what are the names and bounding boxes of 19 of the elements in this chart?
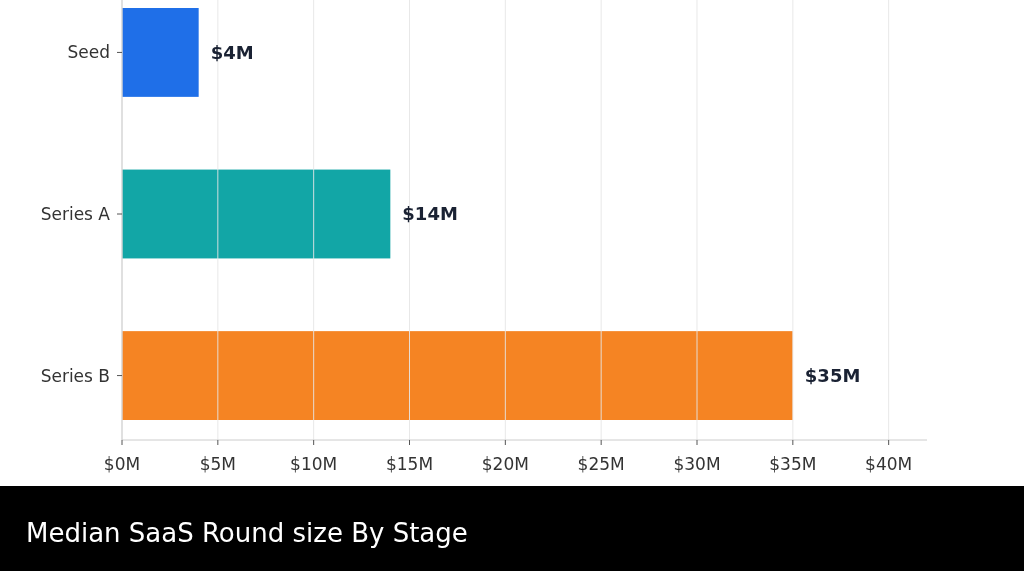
x-tick-label: $15M	[385, 454, 434, 474]
text: Median SaaS Round size By Stage	[26, 518, 468, 549]
data-label: $35M	[804, 364, 861, 386]
x-tick-label: $5M	[199, 454, 236, 474]
bar	[122, 8, 199, 97]
x-tick-label: $35M	[769, 454, 817, 474]
x-tick-label: $30M	[673, 454, 721, 474]
bar	[122, 169, 391, 259]
data-label: $4M	[210, 41, 254, 63]
x-tick-label: $25M	[577, 454, 625, 474]
bar	[122, 331, 793, 420]
y-tick-label: Seed	[67, 42, 110, 63]
x-tick-label: $10M	[290, 454, 338, 474]
x-tick-label: $20M	[481, 454, 529, 474]
y-tick-label: Series B	[40, 365, 110, 386]
x-tick-label: $40M	[865, 454, 913, 474]
x-tick-label: $0M	[103, 454, 141, 474]
y-tick-label: Series A	[40, 203, 111, 224]
data-label: $14M	[402, 203, 458, 225]
